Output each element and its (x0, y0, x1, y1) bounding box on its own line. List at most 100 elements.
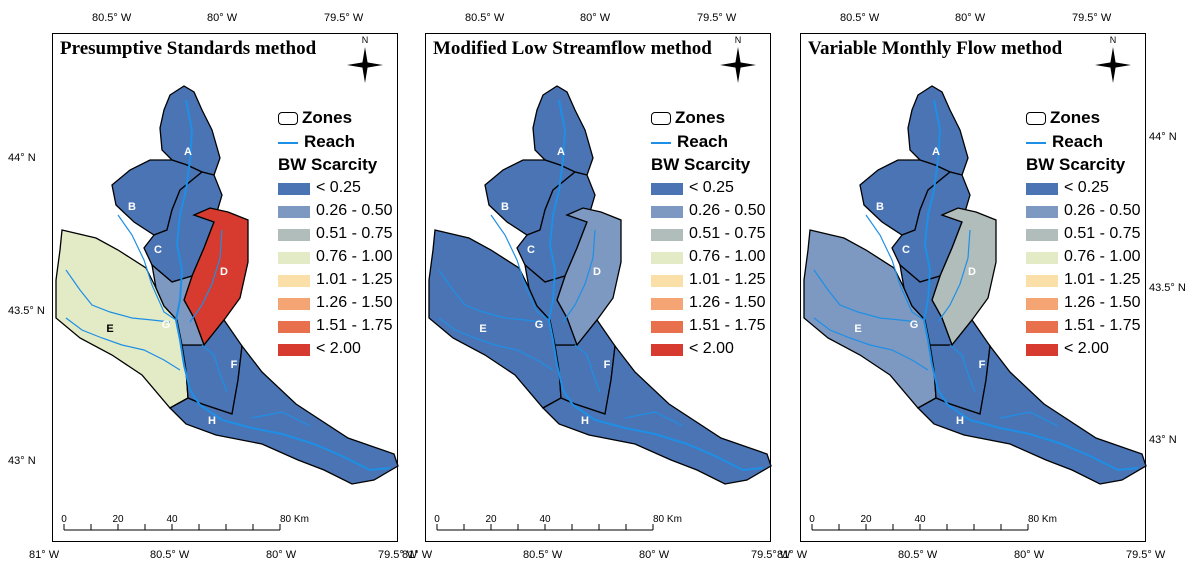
zone-label-c: C (154, 244, 162, 256)
scale-label: 80 Km (653, 514, 682, 525)
zone-label-h: H (956, 415, 964, 427)
legend-zones-label: Zones (675, 108, 726, 127)
reach-line (949, 344, 976, 393)
legend-class-label: < 0.25 (1064, 179, 1109, 196)
scale-label: 20 (860, 514, 872, 525)
top-tick-label: 80° W (580, 12, 611, 24)
zone-label-a: A (557, 146, 565, 158)
legend-reach-label: Reach (304, 132, 356, 151)
reach-line (813, 269, 919, 323)
scale-bar: 0 20 40 80 Km (434, 514, 682, 531)
zone-label-b: B (876, 201, 884, 213)
zone-label-e: E (106, 323, 113, 335)
reach-line (438, 317, 554, 371)
legend-class-label: 1.51 - 1.75 (1064, 317, 1141, 334)
top-tick-label: 80° W (207, 12, 238, 24)
legend-class-label: 0.51 - 0.75 (689, 225, 766, 242)
legend-class-label: 0.51 - 0.75 (1064, 225, 1141, 242)
bottom-tick-label: 81° W (29, 549, 60, 561)
scale-label: 40 (166, 514, 178, 525)
scale-label: 0 (61, 514, 67, 525)
watershed-map: A B C D E F G H 0 20 40 80 Km N (55, 35, 399, 531)
legend-swatch (1026, 321, 1058, 333)
north-arrow-icon: N (347, 35, 383, 83)
reach-line (562, 229, 596, 323)
zones-icon (278, 112, 298, 126)
panel-title: Presumptive Standards method (60, 38, 317, 59)
legend-swatch (278, 298, 310, 310)
scale-label: 80 Km (280, 514, 309, 525)
watershed-map: A B C D E F G H 0 20 40 80 Km N (428, 35, 772, 531)
legend-reach-label: Reach (677, 132, 729, 151)
bottom-tick-label: 81° W (402, 549, 433, 561)
right-tick-label: 43.5° N (1149, 282, 1186, 294)
legend-zones-label: Zones (1050, 108, 1101, 127)
legend-zones-label: Zones (302, 108, 353, 127)
zone-label-h: H (208, 415, 216, 427)
legend-reach: Reach (651, 132, 728, 152)
zones-icon (651, 112, 671, 126)
left-tick-label: 43° N (8, 455, 36, 467)
legend-reach: Reach (1026, 132, 1103, 152)
zone-h (541, 344, 772, 485)
bottom-tick-label: 80° W (1014, 549, 1045, 561)
zone-label-g: G (535, 319, 544, 331)
legend-swatch (651, 229, 683, 241)
legend-swatch (1026, 298, 1058, 310)
zone-label-d: D (220, 266, 228, 278)
legend-class-label: 0.26 - 0.50 (689, 202, 766, 219)
zone-label-e: E (479, 323, 486, 335)
legend-class-label: 1.01 - 1.25 (1064, 271, 1141, 288)
legend-class-label: < 0.25 (316, 179, 361, 196)
legend-class-label: 0.26 - 0.50 (316, 202, 393, 219)
north-arrow-icon: N (1095, 35, 1131, 83)
zone-label-c: C (527, 244, 535, 256)
scale-label: 40 (539, 514, 551, 525)
right-tick-label: 43° N (1149, 434, 1177, 446)
legend-swatch (278, 229, 310, 241)
bottom-tick-label: 81° W (777, 549, 808, 561)
legend-reach-label: Reach (1052, 132, 1104, 151)
reach-line (937, 229, 971, 323)
zone-h (168, 344, 399, 485)
top-tick-label: 80.5° W (465, 12, 505, 24)
legend-swatch (278, 183, 310, 195)
scale-bar: 0 20 40 80 Km (809, 514, 1057, 531)
legend-swatch (278, 344, 310, 356)
legend-class-label: 0.26 - 0.50 (1064, 202, 1141, 219)
reach-line (438, 269, 544, 323)
legend-swatch (651, 275, 683, 287)
bottom-tick-label: 80.5° W (898, 549, 938, 561)
legend-class-label: 1.26 - 1.50 (316, 294, 393, 311)
reach-line (251, 411, 311, 427)
panel-title: Variable Monthly Flow method (808, 38, 1063, 59)
zone-label-f: F (604, 359, 611, 371)
zone-label-g: G (910, 319, 919, 331)
legend-zones: Zones (651, 108, 725, 128)
map-panel-3: A B C D E F G H 0 20 40 80 Km N Variable Monthly Flow… (777, 0, 1186, 573)
reach-line (813, 317, 929, 371)
scale-label: 20 (112, 514, 124, 525)
legend-swatch (651, 252, 683, 264)
map-panel-1: A B C D E F G H 0 20 40 80 Km N Presumptive Standards… (8, 0, 417, 573)
watershed-map: A B C D E F G H 0 20 40 80 Km N (803, 35, 1147, 531)
legend-swatch (651, 206, 683, 218)
legend-swatch (1026, 275, 1058, 287)
legend-class-label: 0.76 - 1.00 (1064, 248, 1141, 265)
scale-label: 40 (914, 514, 926, 525)
zone-h (916, 344, 1147, 485)
legend-class-label: 0.76 - 1.00 (316, 248, 393, 265)
legend-reach: Reach (278, 132, 355, 152)
legend-class-label: 1.51 - 1.75 (689, 317, 766, 334)
legend-swatch (1026, 252, 1058, 264)
reach-line (922, 99, 1139, 472)
reach-line (201, 344, 228, 393)
legend-title: BW Scarcity (278, 155, 378, 174)
bottom-tick-label: 80° W (639, 549, 670, 561)
bottom-tick-label: 80.5° W (523, 549, 563, 561)
zone-label-d: D (968, 266, 976, 278)
zone-label-a: A (184, 146, 192, 158)
reach-line (174, 99, 391, 472)
reach-line (490, 214, 550, 321)
north-label: N (362, 35, 369, 45)
